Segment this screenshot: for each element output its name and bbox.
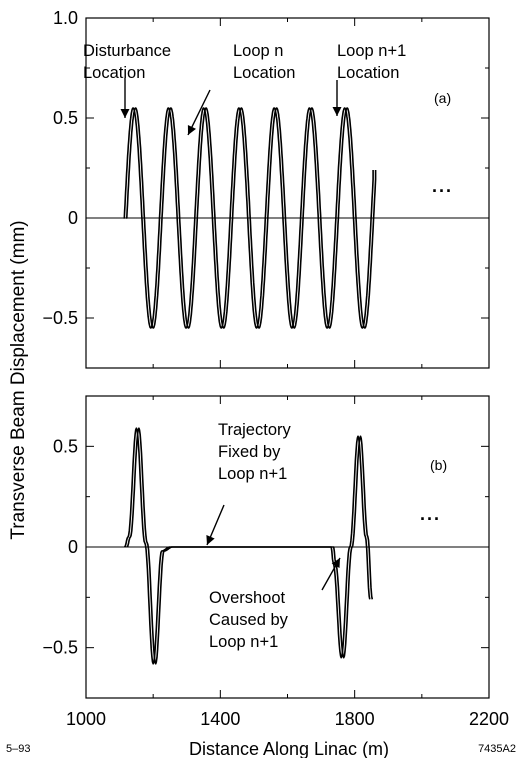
annotation-text: Overshoot [209, 589, 286, 607]
arrow-head [206, 534, 215, 545]
arrow-head [187, 124, 196, 135]
annotation-text: Loop n [233, 42, 283, 60]
y-tick-label: 1.0 [53, 8, 78, 28]
x-axis-label: Distance Along Linac (m) [189, 739, 389, 758]
panel-b: 0.5 0 −0.5 1000 1400 1800 2200 (b)... Trajectory… [42, 395, 509, 729]
series-line [123, 107, 374, 329]
arrow-head [331, 558, 340, 569]
y-tick-label: −0.5 [42, 308, 78, 328]
annotation-text: Fixed by [218, 443, 281, 461]
annotation-text: Caused by [209, 611, 289, 629]
x-tick-label: 1000 [66, 709, 106, 729]
annotation-text: Loop n+1 [337, 42, 406, 60]
panel-label: (b) [430, 457, 447, 473]
annotation-text: Location [233, 64, 295, 82]
footer-left-code: 5–93 [6, 743, 30, 755]
x-tick-label: 1800 [335, 709, 375, 729]
arrow-head [332, 107, 342, 116]
panel-a: 1.0 0.5 0 −0.5 (a)... Disturbance Location Loop… [42, 8, 490, 369]
annotation-text: Disturbance [83, 42, 171, 60]
x-tick-label: 1400 [200, 709, 240, 729]
annotation-text: Trajectory [218, 421, 291, 439]
annotation-text: Location [83, 64, 145, 82]
annotation-text: Loop n+1 [209, 633, 278, 651]
y-tick-label: −0.5 [42, 638, 78, 658]
x-tick-label: 2200 [469, 709, 509, 729]
annotation-text: Location [337, 64, 399, 82]
continuation-marker: ... [420, 504, 441, 524]
y-tick-label: 0 [68, 537, 78, 557]
continuation-marker: ... [432, 176, 453, 196]
y-tick-label: 0 [68, 208, 78, 228]
footer-right-code: 7435A2 [478, 743, 516, 755]
series-line-echo [126, 427, 374, 665]
y-tick-label: 0.5 [53, 436, 78, 456]
annotation-text: Loop n+1 [218, 465, 287, 483]
y-tick-label: 0.5 [53, 108, 78, 128]
y-axis-label: Transverse Beam Displacement (mm) [8, 220, 29, 539]
panel-label: (a) [434, 90, 451, 106]
arrow-head [120, 109, 130, 118]
series-line-echo [125, 107, 377, 329]
